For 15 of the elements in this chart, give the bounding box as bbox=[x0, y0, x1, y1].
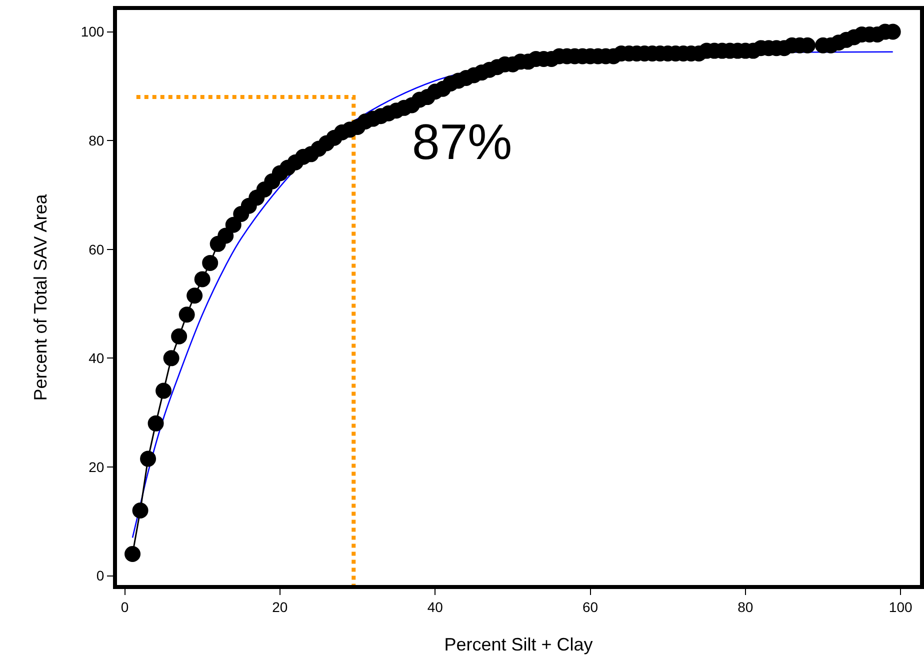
x-axis-title: Percent Silt + Clay bbox=[444, 634, 593, 654]
y-tick-label: 100 bbox=[80, 24, 104, 40]
x-tick-label: 80 bbox=[738, 598, 754, 615]
y-tick-label: 60 bbox=[88, 241, 104, 258]
y-tick-label: 40 bbox=[88, 350, 104, 366]
y-tick-label: 20 bbox=[88, 458, 104, 475]
x-tick-label: 60 bbox=[582, 598, 598, 615]
y-axis-title: Percent of Total SAV Area bbox=[30, 193, 51, 401]
x-tick-label: 20 bbox=[272, 598, 288, 615]
y-tick-label: 0 bbox=[96, 568, 104, 584]
x-tick-label: 100 bbox=[888, 598, 912, 615]
x-tick-label: 40 bbox=[427, 598, 444, 615]
annotation: 87% bbox=[412, 114, 512, 170]
y-tick-label: 80 bbox=[88, 132, 104, 148]
x-tick-label: 0 bbox=[120, 598, 129, 615]
